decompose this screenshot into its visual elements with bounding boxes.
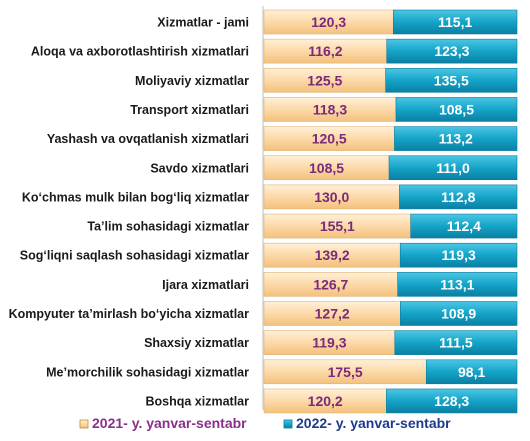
bar-2021 [263,388,387,414]
data-label-2021: 130,0 [314,189,349,205]
category-label: Shaxsiy xizmatlar [144,336,249,350]
bar-2021 [263,330,396,355]
data-label-2022: 111,5 [439,335,473,351]
bar-2021 [263,38,388,64]
category-label: Ijara xizmatlari [162,278,249,292]
bar-2021 [263,359,427,385]
bar-2021 [263,272,398,297]
bar-2022 [394,330,518,355]
category-label: Aloqa va axborotlashtirish xizmatlari [31,45,249,59]
data-label-2022: 128,3 [434,393,469,409]
value-labels: 120,3 115,1 116,2 123,3 125,5 135,5 118,3 108,5… [307,14,485,409]
data-label-2021: 126,7 [313,276,348,292]
legend-label-2022: 2022- y. yanvar-sentabr [296,415,451,431]
bar-2022 [392,9,518,35]
category-label: Savdo xizmatlari [150,161,249,175]
bar-2021 [263,126,395,151]
data-label-2022: 113,1 [440,276,474,292]
bar-2021 [263,301,401,326]
bar-2021 [263,9,394,35]
category-label: Sog‘liqni saqlash sohasidagi xizmatlar [20,249,249,263]
data-label-2021: 118,3 [313,101,347,117]
data-label-2022: 113,2 [439,131,473,147]
category-labels: Xizmatlar - jami Aloqa va axborotlashtiri… [9,16,249,409]
bar-2022 [400,301,518,326]
data-label-2022: 108,9 [441,306,476,322]
data-label-2021: 155,1 [320,218,355,234]
category-label: Kompyuter ta’mirlash bo‘yicha xizmatlar [9,307,249,321]
category-label: Transport xizmatlari [130,103,249,117]
data-label-2021: 175,5 [328,364,363,380]
bar-2021 [263,242,401,268]
data-label-2022: 115,1 [438,14,472,30]
data-label-2021: 119,3 [312,335,346,351]
bar-2022 [386,38,518,64]
bar-2021 [263,68,386,93]
bar-2022 [399,242,518,268]
bar-2021 [263,97,397,122]
data-label-2021: 120,3 [311,14,346,30]
bars [263,9,518,414]
data-label-2021: 127,2 [315,306,350,322]
data-label-2022: 135,5 [434,72,469,88]
bar-2022 [425,359,518,385]
category-label: Me’morchilik sohasidagi xizmatlar [46,365,249,379]
data-label-2021: 125,5 [307,72,342,88]
category-label: Moliyaviy xizmatlar [135,74,249,88]
bar-2021 [263,184,400,210]
legend-swatch-2022 [283,419,293,429]
bar-2022 [388,155,518,181]
data-label-2022: 119,3 [441,247,475,263]
category-label: Ko‘chmas mulk bilan bog‘liq xizmatlar [22,190,249,204]
bar-2022 [394,126,518,151]
legend-swatch-2021 [79,419,89,429]
bar-2022 [397,272,518,297]
bar-2022 [410,213,518,239]
data-label-2022: 112,4 [447,218,481,234]
bar-2022 [395,97,518,122]
data-label-2022: 108,5 [439,101,474,117]
data-label-2021: 139,2 [315,247,350,263]
bar-2022 [386,388,518,414]
data-label-2021: 108,5 [309,160,344,176]
data-label-2021: 120,5 [312,131,347,147]
category-label: Ta’lim sohasidagi xizmatlar [87,220,249,234]
bar-2022 [399,184,518,210]
category-label: Xizmatlar - jami [157,16,249,30]
category-label: Boshqa xizmatlar [145,394,249,408]
legend-label-2021: 2021- y. yanvar-sentabr [92,415,247,431]
data-label-2021: 116,2 [308,43,342,59]
legend: 2021- y. yanvar-sentabr 2022- y. yanvar-s… [79,415,451,431]
data-label-2021: 120,2 [308,393,343,409]
data-label-2022: 123,3 [434,43,469,59]
data-label-2022: 111,0 [436,160,470,176]
data-label-2022: 98,1 [458,364,485,380]
bar-2022 [385,68,518,93]
data-label-2022: 112,8 [441,189,475,205]
category-label: Yashash va ovqatlanish xizmatlari [47,132,249,146]
